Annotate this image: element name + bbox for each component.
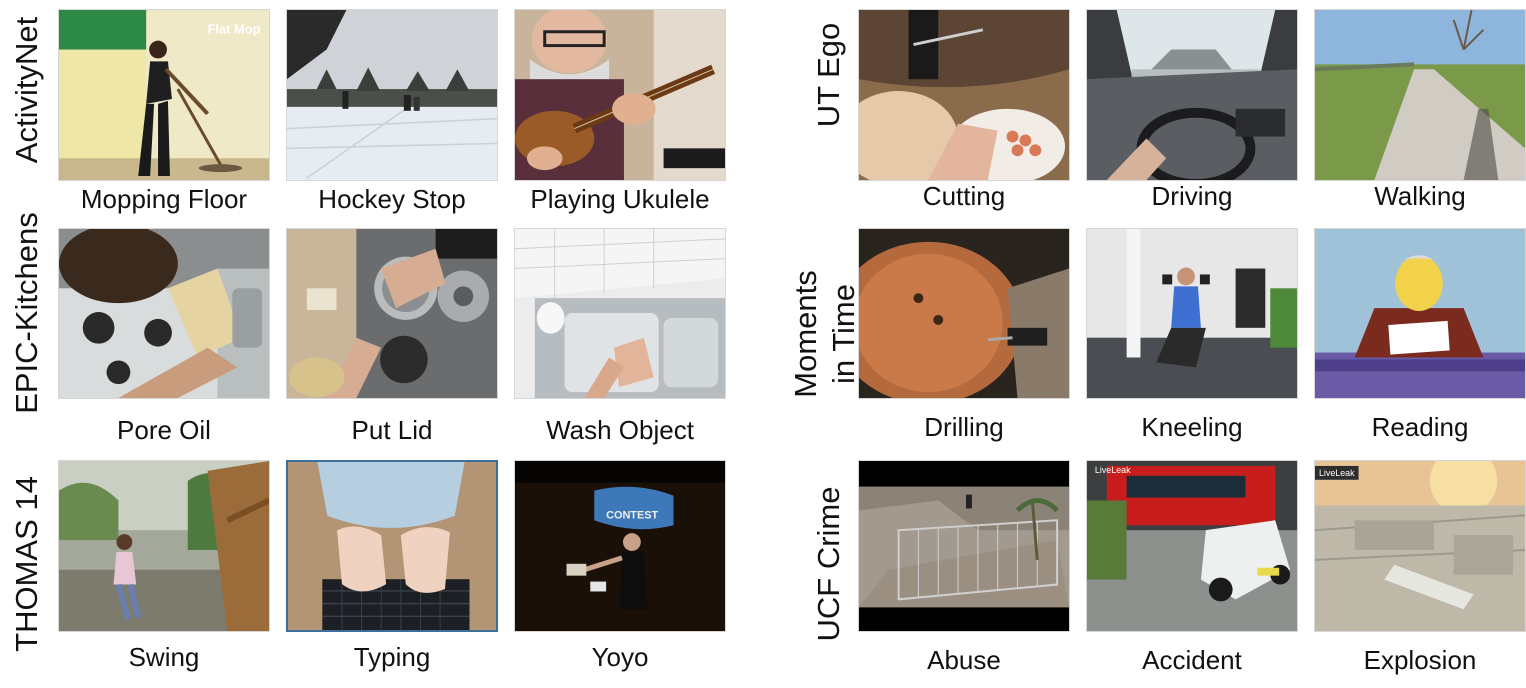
- thumb-playing-ukulele: [514, 9, 726, 181]
- thumb-pore-oil: [58, 228, 270, 399]
- row-label-thumos-14: THOMAS 14: [9, 476, 44, 652]
- thumb-accident: LiveLeak: [1086, 460, 1298, 632]
- caption-abuse: Abuse: [927, 645, 1001, 675]
- row-label-activitynet: ActivityNet: [9, 16, 44, 164]
- caption-reading: Reading: [1371, 412, 1469, 442]
- caption-put-lid: Put Lid: [351, 415, 433, 445]
- caption-accident: Accident: [1142, 645, 1242, 675]
- thumb-wash-object: [514, 228, 726, 399]
- caption-typing: Typing: [353, 642, 431, 672]
- caption-hockey-stop: Hockey Stop: [318, 184, 466, 214]
- thumb-drilling: [858, 228, 1070, 399]
- caption-driving: Driving: [1151, 181, 1233, 211]
- caption-drilling: Drilling: [924, 412, 1004, 442]
- thumb-hockey-stop: [286, 9, 498, 181]
- thumb-reading: [1314, 228, 1526, 399]
- caption-kneeling: Kneeling: [1141, 412, 1243, 442]
- caption-yoyo: Yoyo: [591, 642, 649, 672]
- caption-cutting: Cutting: [922, 181, 1006, 211]
- row-label-ut-ego: UT Ego: [811, 22, 846, 128]
- caption-wash-object: Wash Object: [546, 415, 694, 445]
- svg-text:LiveLeak: LiveLeak: [1095, 465, 1131, 475]
- thumb-put-lid: [286, 228, 498, 399]
- caption-playing-ukulele: Playing Ukulele: [530, 184, 710, 214]
- row-label-moments-in-time: Moments in Time: [787, 229, 863, 439]
- thumb-mopping-floor: Flat Mop: [58, 9, 270, 181]
- thumb-explosion: LiveLeak: [1314, 460, 1526, 632]
- right-panel: UT Ego Cutting: [780, 0, 1526, 688]
- caption-pore-oil: Pore Oil: [117, 415, 211, 445]
- caption-mopping-floor: Mopping Floor: [80, 184, 248, 214]
- thumb-walking: [1314, 9, 1526, 181]
- thumb-cutting: [858, 9, 1070, 181]
- thumb-driving: [1086, 9, 1298, 181]
- caption-swing: Swing: [128, 642, 200, 672]
- svg-text:LiveLeak: LiveLeak: [1319, 468, 1355, 478]
- thumb-abuse: [858, 460, 1070, 632]
- caption-walking: Walking: [1374, 181, 1466, 211]
- svg-text:CONTEST: CONTEST: [606, 509, 658, 521]
- thumb-typing: [286, 460, 498, 632]
- row-label-epic-kitchens: EPIC-Kitchens: [9, 212, 44, 414]
- left-panel: ActivityNet Flat Mop Mopping Floor: [0, 0, 740, 688]
- thumb-swing: [58, 460, 270, 632]
- row-label-line-1: Moments: [788, 270, 823, 398]
- caption-explosion: Explosion: [1363, 645, 1477, 675]
- thumb-kneeling: [1086, 228, 1298, 399]
- thumb-yoyo: CONTEST: [514, 460, 726, 632]
- svg-text:Flat Mop: Flat Mop: [208, 22, 261, 37]
- row-label-ucf-crime: UCF Crime: [811, 486, 846, 642]
